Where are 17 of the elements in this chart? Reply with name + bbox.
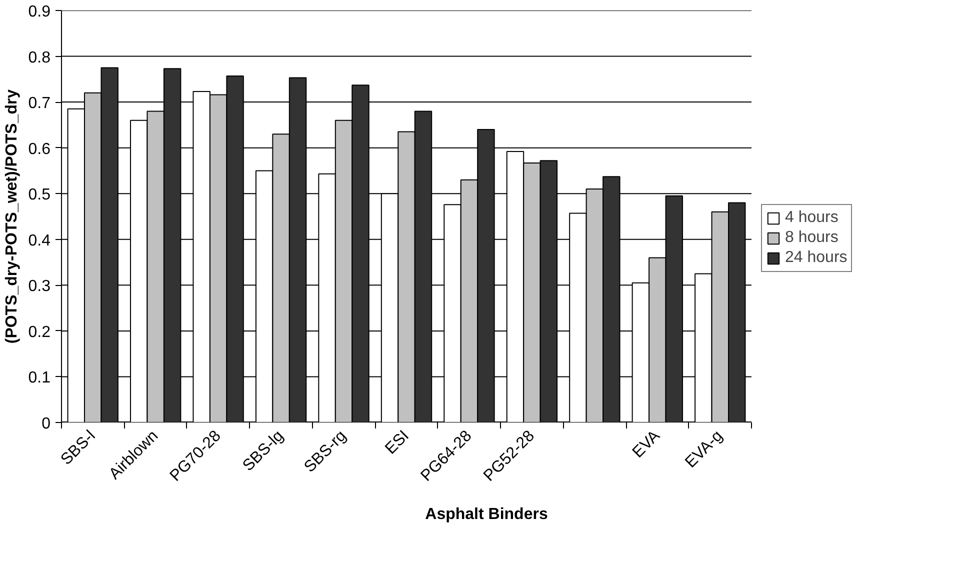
y-tick-label: 0.9 xyxy=(28,4,51,20)
y-tick-label: 0.1 xyxy=(28,370,51,387)
legend-label: 8 hours xyxy=(785,229,838,247)
y-tick-label: 0.2 xyxy=(28,324,51,341)
y-tick-label: 0.5 xyxy=(28,186,51,204)
legend-label: 24 hours xyxy=(785,249,848,267)
y-tick-label: 0.6 xyxy=(28,140,51,158)
x-axis-title: Asphalt Binders xyxy=(425,506,548,523)
legend-label: 4 hours xyxy=(785,209,838,227)
x-tick-label: ESI xyxy=(382,427,413,458)
y-tick-label: 0.3 xyxy=(28,278,51,296)
y-tick-label: 0.7 xyxy=(28,95,51,112)
y-tick-label: 0.4 xyxy=(28,232,51,250)
x-tick-label: EVA xyxy=(630,427,664,462)
y-tick-label: 0.8 xyxy=(28,49,51,66)
y-axis-title: (POTS_dry-POTS_wet)/POTS_dry xyxy=(3,89,20,344)
y-tick-label: 0 xyxy=(42,416,51,432)
